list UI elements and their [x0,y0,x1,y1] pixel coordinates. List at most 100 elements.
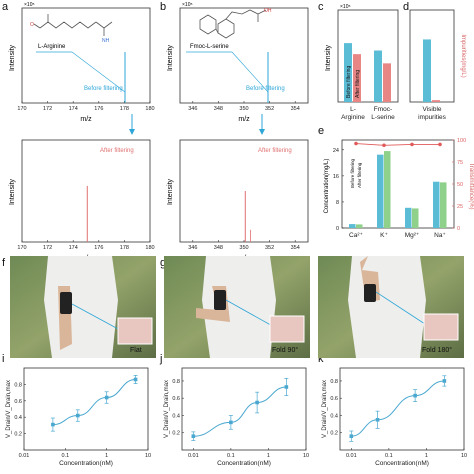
fmoc-o-atom: OH [264,8,272,14]
bar-e [349,224,356,228]
ms-b-bottom-frame [179,139,309,243]
y-right-tick-label: 75 [457,160,463,166]
arginine-structure [33,14,113,36]
x-tick-label: 348 [214,106,223,112]
photo-h-inset [423,313,459,341]
data-point [375,417,380,422]
x-axis-label: Concentration(nM) [59,460,113,467]
y-tick-label: 0.6 [330,396,338,402]
y-tick-label: 0.8 [172,379,180,385]
chart-c-bars: Before filtering After filtering [344,43,391,102]
x-tick-label: 348 [214,245,223,251]
x-axis-label: Concentration(nM) [375,460,429,467]
x-tick-label: 0.01 [188,453,199,459]
chart-e-bars: Before filtering After filtering [349,151,447,228]
y-tick-label: 24 [333,148,339,154]
arginine-o-atom: O [30,22,34,28]
panel-letter-g: g [160,257,166,269]
data-point [104,395,109,400]
ms-b-molecule: Fmoc-L-serine [190,44,229,50]
ms-b-bottom-xticks: 346 348 350 352 354 [188,240,300,251]
x-tick-label: 0.1 [227,453,235,459]
y-tick-label: 0.8 [330,379,338,385]
chart-c-xlabels: L-Arginine Fmoc-L-serine [341,106,395,121]
panel-letter-i: i [2,353,4,365]
data-point [51,422,55,427]
ms-b-scale: ×10⁵ [182,2,193,8]
y-tick-label: 0.6 [172,396,180,402]
ms-b-top-xticks: 346 348 350 352 354 [188,101,300,112]
photo-h-device [364,284,376,302]
bar-e-category-label: Ca²⁺ [349,232,363,239]
bar-c [344,43,352,102]
chart-d-bars [423,39,440,102]
x-tick-label: 350 [239,106,248,112]
bar-e-category-label: Mg²⁺ [405,232,420,239]
x-tick-label: 10 [145,453,151,459]
y-tick-label: 0.8 [14,382,22,388]
ms-a-callout-diag [71,51,126,93]
fit-curve [351,380,445,437]
bar-d-category-label: Visible [422,106,441,113]
y-axis-label: V_Drain/V_Drain,max [164,380,170,438]
y-right-tick-label: 0 [457,226,460,232]
x-tick-label: 0.01 [346,453,357,459]
data-point [229,420,233,425]
panel-letter-c: c [318,1,324,13]
photo-h-callout [375,291,429,327]
photo-f-device [60,292,72,314]
chart-c-frame [337,9,399,103]
ms-a-top-xlabel: m/z [80,116,92,123]
photo-h-label: Fold 180° [422,346,452,354]
panel-j: 0.01 0.1 1 10 0.2 0.4 0.6 0.8 Concentration(nM) V… [164,367,309,467]
x-tick-label: 176 [94,245,103,251]
y-tick-label: 0.2 [172,431,180,437]
panel-letter-f: f [2,257,6,269]
x-tick-label: 352 [265,106,274,112]
ms-b-callout-diag [231,51,269,93]
ms-a-after-label: After filtering [100,148,134,154]
bar-c-category-label: L- [350,106,356,113]
chart-e-yticks-right: 0 25 50 75 100 [452,138,466,232]
ms-b-after-label: After filtering [258,148,292,154]
bar-c-category-label: Fmoc- [374,106,392,113]
data-point [191,434,196,438]
chart-e-line [354,141,442,148]
x-tick-label: 172 [43,106,52,112]
ms-a-top-xticks: 170 172 174 176 178 180 [17,101,155,112]
panel-i: 0.01 0.1 1 10 0.2 0.4 0.6 0.8 Concentration(nM) V… [6,367,151,467]
x-tick-label: 170 [17,106,26,112]
ms-a-bottom-ylabel: Intensity [9,178,16,205]
photo-f-label: Flat [130,347,142,354]
bar-c-category-label: L-serine [371,114,395,121]
chart-e-xlabels: Ca²⁺ K⁺ Mg²⁺ Na⁺ [349,232,446,239]
y-right-tick-label: 25 [457,204,463,210]
x-tick-label: 0.1 [62,453,70,459]
data-point [349,434,354,438]
bar-e-category-label: Na⁺ [434,232,446,239]
x-tick-label: 178 [120,106,129,112]
ms-a-bottom-xticks: 170 172 174 176 178 180 [17,240,155,251]
fmoc-structure [199,9,267,39]
fit-curve [193,386,287,437]
data-point [133,377,138,382]
chart-c-scale: ×10⁵ [340,4,351,10]
bar-c [374,50,382,102]
bar-c-series-label: After filtering [355,70,361,98]
panel-k: 0.01 0.1 1 10 0.2 0.4 0.6 0.8 Concentration(nM) V… [322,367,467,467]
chart-d-frame [409,9,455,103]
y-tick-label: 8 [336,200,339,206]
plot-frame [339,367,465,451]
y-axis-label: V_Drain/V_Drain,max [322,380,328,438]
panel-letter-e: e [318,125,324,137]
y-right-tick-label: 50 [457,182,463,188]
panel-c: ×10⁵ Intensity Before filtering After fil… [325,4,399,121]
ms-a-top-frame [21,7,151,104]
x-tick-label: 10 [303,453,309,459]
y-tick-label: 0 [336,226,339,232]
x-tick-label: 170 [17,245,26,251]
x-tick-label: 352 [265,245,274,251]
x-tick-label: 350 [239,245,248,251]
x-tick-label: 178 [120,245,129,251]
ms-b-top-ylabel: Intensity [167,44,174,71]
